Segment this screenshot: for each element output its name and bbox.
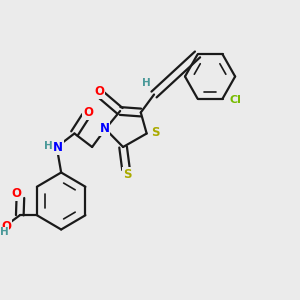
- Text: N: N: [100, 122, 110, 135]
- Text: O: O: [94, 85, 104, 98]
- Text: S: S: [151, 126, 159, 140]
- Text: H: H: [142, 78, 151, 88]
- Text: H: H: [44, 141, 52, 151]
- Text: O: O: [11, 187, 21, 200]
- Text: O: O: [2, 220, 11, 233]
- Text: Cl: Cl: [229, 95, 241, 105]
- Text: N: N: [53, 141, 63, 154]
- Text: S: S: [123, 168, 131, 182]
- Text: H: H: [0, 227, 8, 237]
- Text: O: O: [83, 106, 93, 119]
